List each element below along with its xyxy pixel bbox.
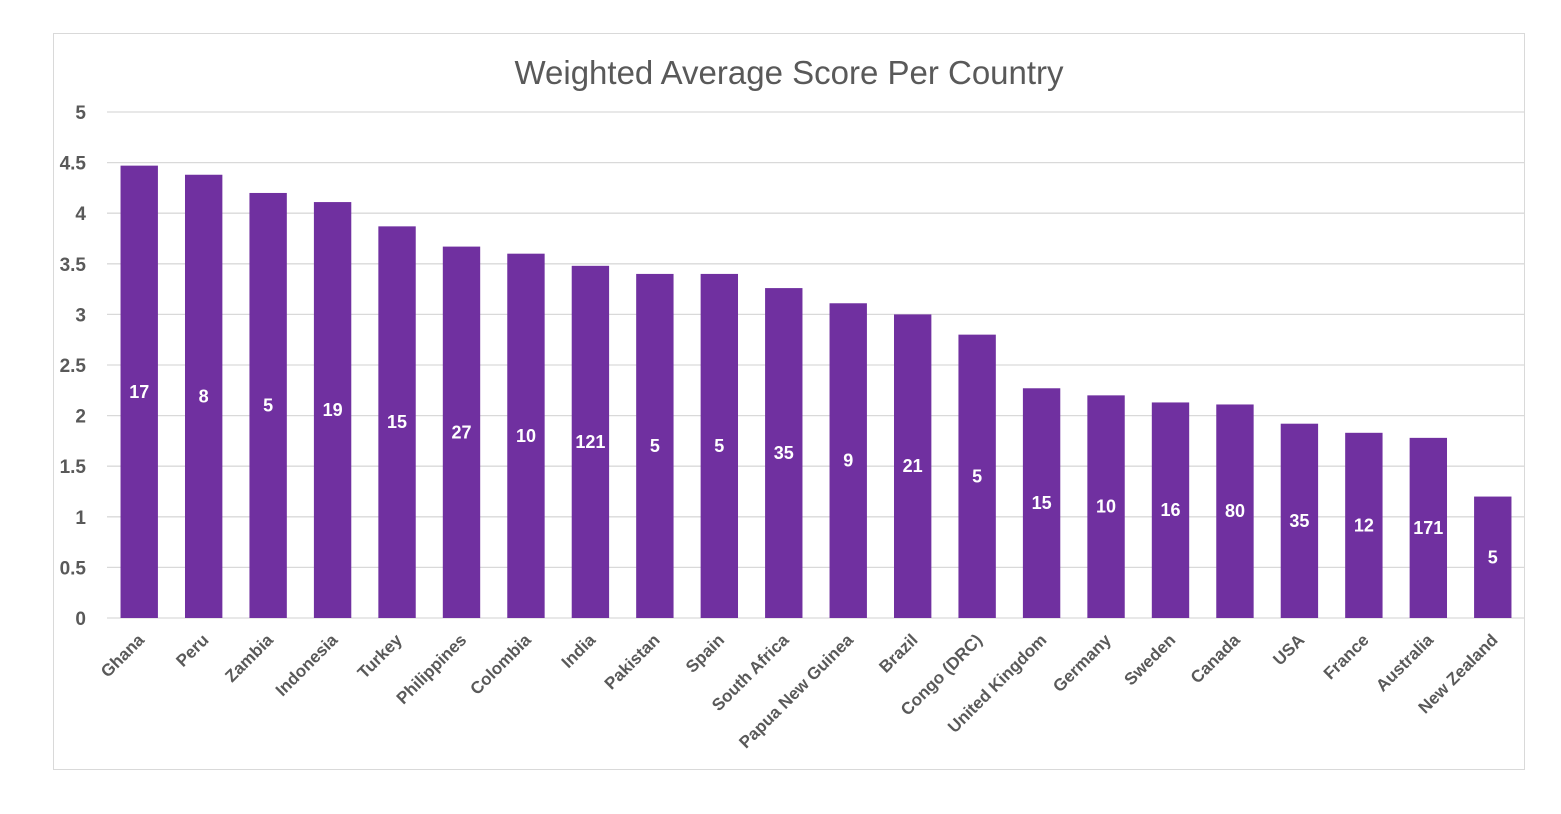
bar-data-label-usa: 35 bbox=[1289, 511, 1309, 531]
bar-data-label-indonesia: 19 bbox=[323, 400, 343, 420]
y-tick-label: 3.5 bbox=[60, 255, 87, 276]
bar-data-label-pakistan: 5 bbox=[650, 436, 660, 456]
bar-usa bbox=[1280, 423, 1319, 618]
bar-data-label-germany: 10 bbox=[1096, 497, 1116, 517]
bar-data-label-congo-drc: 5 bbox=[972, 466, 982, 486]
x-tick-label-turkey: Turkey bbox=[354, 630, 406, 682]
y-tick-label: 3 bbox=[75, 305, 86, 326]
bar-brazil bbox=[893, 314, 932, 618]
x-tick-label-peru: Peru bbox=[172, 630, 212, 670]
bar-australia bbox=[1409, 437, 1448, 618]
bar-india bbox=[571, 265, 610, 618]
bar-data-label-brazil: 21 bbox=[903, 456, 923, 476]
y-tick-label: 2.5 bbox=[60, 356, 87, 377]
bar-papua-new-guinea bbox=[829, 303, 867, 618]
x-tick-label-philippines: Philippines bbox=[393, 630, 471, 708]
bar-turkey bbox=[378, 226, 416, 618]
bar-data-label-zambia: 5 bbox=[263, 395, 273, 415]
bar-new-zealand bbox=[1474, 496, 1512, 618]
bar-data-label-philippines: 27 bbox=[451, 422, 471, 442]
x-tick-label-usa: USA bbox=[1269, 630, 1308, 669]
bar-sweden bbox=[1151, 402, 1190, 618]
bar-data-label-papua-new-guinea: 9 bbox=[843, 451, 853, 471]
y-tick-label: 0 bbox=[75, 609, 86, 630]
x-tick-label-zambia: Zambia bbox=[221, 630, 277, 686]
x-tick-label-colombia: Colombia bbox=[467, 630, 536, 699]
x-tick-label-indonesia: Indonesia bbox=[272, 630, 342, 700]
bar-philippines bbox=[442, 246, 481, 618]
bar-colombia bbox=[507, 253, 545, 618]
y-tick-label: 4.5 bbox=[60, 154, 87, 175]
y-tick-label: 5 bbox=[75, 103, 86, 124]
x-tick-label-papua-new-guinea: Papua New Guinea bbox=[735, 630, 857, 752]
bar-south-africa bbox=[765, 288, 803, 618]
y-tick-label: 1 bbox=[75, 508, 86, 529]
x-tick-label-australia: Australia bbox=[1372, 630, 1437, 695]
bar-data-label-ghana: 17 bbox=[129, 382, 149, 402]
y-tick-label: 2 bbox=[75, 407, 86, 428]
chart-title: Weighted Average Score Per Country bbox=[514, 54, 1064, 91]
bar-data-label-united-kingdom: 15 bbox=[1032, 493, 1052, 513]
x-tick-label-sweden: Sweden bbox=[1120, 630, 1179, 689]
x-tick-label-spain: Spain bbox=[682, 630, 728, 676]
y-tick-label: 4 bbox=[75, 204, 86, 225]
bar-pakistan bbox=[636, 273, 674, 618]
x-tick-label-india: India bbox=[558, 630, 600, 672]
x-tick-label-pakistan: Pakistan bbox=[601, 630, 664, 693]
x-tick-label-canada: Canada bbox=[1187, 630, 1244, 687]
x-tick-label-ghana: Ghana bbox=[97, 630, 148, 681]
bars bbox=[120, 165, 1512, 619]
bar-data-labels: 17 8 5 19 15 27 10 121 5 5 35 9 21 5 15 10 16 80 35 12 171 5 bbox=[129, 382, 1498, 567]
bar-data-label-india: 121 bbox=[575, 432, 605, 452]
bar-data-label-australia: 171 bbox=[1413, 518, 1443, 538]
x-tick-label-brazil: Brazil bbox=[875, 630, 921, 676]
bar-data-label-south-africa: 35 bbox=[774, 443, 794, 463]
bar-data-label-spain: 5 bbox=[714, 436, 724, 456]
bar-data-label-canada: 80 bbox=[1225, 501, 1245, 521]
bar-peru bbox=[184, 174, 223, 618]
bar-data-label-new-zealand: 5 bbox=[1488, 547, 1498, 567]
bar-zambia bbox=[249, 192, 287, 618]
bar-indonesia bbox=[313, 202, 352, 618]
bar-germany bbox=[1087, 395, 1125, 618]
bar-united-kingdom bbox=[1022, 388, 1061, 618]
bar-data-label-sweden: 16 bbox=[1160, 500, 1180, 520]
bar-data-label-turkey: 15 bbox=[387, 412, 407, 432]
x-tick-label-france: France bbox=[1320, 630, 1373, 683]
bar-data-label-colombia: 10 bbox=[516, 426, 536, 446]
y-tick-label: 0.5 bbox=[60, 558, 87, 579]
y-axis-ticks: 0 0.5 1 1.5 2 2.5 3 3.5 4 4.5 5 bbox=[60, 103, 87, 630]
bar-congo-drc bbox=[958, 334, 996, 618]
bar-france bbox=[1345, 432, 1383, 618]
bar-canada bbox=[1216, 404, 1254, 618]
bar-ghana bbox=[120, 165, 158, 619]
bar-data-label-peru: 8 bbox=[199, 386, 209, 406]
bar-data-label-france: 12 bbox=[1354, 515, 1374, 535]
y-tick-label: 1.5 bbox=[60, 457, 87, 478]
bar-spain bbox=[700, 273, 739, 618]
x-tick-label-germany: Germany bbox=[1049, 630, 1115, 696]
